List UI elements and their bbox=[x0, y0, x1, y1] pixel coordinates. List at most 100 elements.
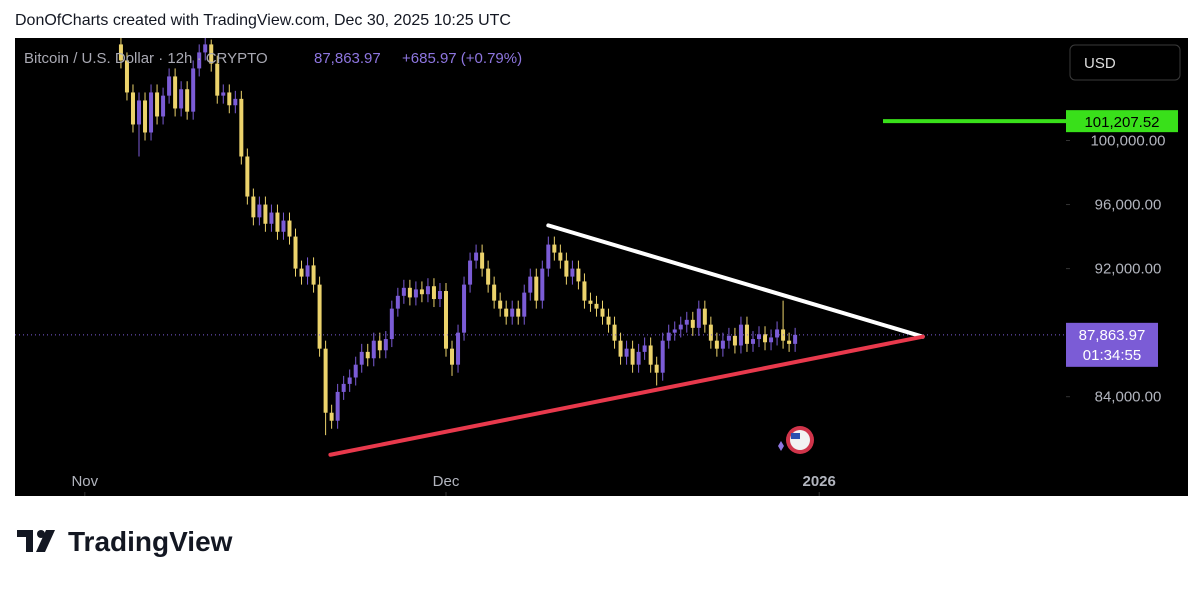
candle-body bbox=[666, 332, 671, 341]
candle-body bbox=[161, 95, 166, 117]
y-tick-label: 100,000.00 bbox=[1090, 132, 1165, 149]
candle-body bbox=[750, 339, 755, 344]
candle-body bbox=[468, 260, 473, 285]
attribution: DonOfCharts created with TradingView.com… bbox=[15, 12, 511, 29]
candle-body bbox=[492, 284, 497, 301]
symbol: Bitcoin / U.S. Dollar · 12h · CRYPTO bbox=[24, 50, 268, 67]
candle-body bbox=[173, 76, 178, 109]
candle-body bbox=[257, 204, 262, 218]
target-box bbox=[1066, 110, 1178, 133]
candle-body bbox=[305, 265, 310, 277]
candle-body bbox=[233, 98, 238, 106]
candle-body bbox=[395, 295, 400, 309]
candle-body bbox=[359, 351, 364, 365]
candle-body bbox=[534, 276, 539, 301]
candle-body bbox=[558, 252, 563, 261]
candle-body bbox=[456, 332, 461, 365]
candle-body bbox=[179, 89, 184, 109]
candle-body bbox=[564, 260, 569, 277]
candle-body bbox=[275, 212, 280, 232]
y-tick-label: 92,000.00 bbox=[1095, 261, 1162, 278]
candle-body bbox=[130, 92, 135, 125]
candle-body bbox=[431, 286, 436, 300]
candle-body bbox=[726, 335, 731, 341]
candle-body bbox=[299, 268, 304, 277]
candle-body bbox=[329, 412, 334, 421]
candle-body bbox=[353, 364, 358, 378]
candle-body bbox=[738, 324, 743, 346]
candle-body bbox=[642, 345, 647, 352]
candle-body bbox=[437, 291, 442, 300]
candle-body bbox=[654, 364, 659, 373]
last-price-label: 87,863.97 bbox=[1079, 327, 1146, 344]
candle-body bbox=[624, 348, 629, 357]
trendline bbox=[328, 334, 925, 457]
candle-body bbox=[660, 340, 665, 373]
candle-body bbox=[149, 92, 154, 133]
candle-body bbox=[239, 98, 244, 157]
candle-body bbox=[474, 252, 479, 261]
candle-body bbox=[443, 291, 448, 349]
candle-body bbox=[323, 348, 328, 413]
candle-body bbox=[588, 300, 593, 304]
legend-change: +685.97 (+0.79%) bbox=[402, 50, 522, 67]
candle-body bbox=[763, 334, 768, 343]
x-tick-label: 2026 bbox=[803, 473, 836, 490]
candle-body bbox=[365, 351, 370, 359]
candle-body bbox=[311, 265, 316, 285]
candle-body bbox=[425, 286, 430, 295]
candle-body bbox=[185, 89, 190, 112]
brand-logo bbox=[17, 530, 55, 552]
trendline bbox=[546, 223, 925, 339]
candle-body bbox=[612, 324, 617, 341]
target-label: 101,207.52 bbox=[1084, 114, 1159, 131]
candle-body bbox=[757, 334, 762, 340]
candle-body bbox=[528, 276, 533, 293]
candle-body bbox=[510, 308, 515, 317]
candle-body bbox=[281, 220, 286, 232]
candle-body bbox=[462, 284, 467, 333]
brand: TradingView bbox=[68, 526, 233, 557]
currency-button[interactable] bbox=[1069, 44, 1181, 81]
candle-body bbox=[702, 308, 707, 325]
candle-body bbox=[317, 284, 322, 349]
candle-body bbox=[167, 76, 172, 96]
candle-body bbox=[552, 244, 557, 253]
candle-body bbox=[690, 319, 695, 328]
candle-body bbox=[287, 220, 292, 237]
candle-body bbox=[124, 60, 129, 93]
candle-body bbox=[732, 335, 737, 346]
candle-body bbox=[594, 303, 599, 309]
candle-body bbox=[708, 324, 713, 341]
candle-body bbox=[269, 212, 274, 224]
candle-body bbox=[498, 300, 503, 309]
legend-price: 87,863.97 bbox=[314, 50, 381, 67]
candle-body bbox=[227, 92, 232, 106]
currency[interactable]: USD bbox=[1084, 55, 1116, 72]
candle-body bbox=[522, 292, 527, 317]
candle-body bbox=[221, 92, 226, 96]
y-tick-label: 96,000.00 bbox=[1095, 197, 1162, 214]
candle-body bbox=[570, 268, 575, 277]
candle-body bbox=[744, 324, 749, 344]
candle-body bbox=[293, 236, 298, 269]
candle-body bbox=[143, 100, 148, 133]
candle-body bbox=[413, 289, 418, 298]
candle-body bbox=[263, 204, 268, 224]
candle-body bbox=[714, 340, 719, 349]
candle-body bbox=[486, 268, 491, 285]
candle-body bbox=[197, 52, 202, 69]
candle-body bbox=[245, 156, 250, 197]
candle-body bbox=[648, 345, 653, 365]
candle-body bbox=[720, 340, 725, 349]
candle-body bbox=[389, 308, 394, 340]
candle-body bbox=[636, 351, 641, 365]
candle-body bbox=[347, 377, 352, 384]
candle-body bbox=[137, 100, 142, 125]
candle-body bbox=[516, 308, 521, 317]
candle-body bbox=[191, 68, 196, 112]
candle-body bbox=[618, 340, 623, 357]
candle-body bbox=[371, 340, 376, 359]
candle-body bbox=[775, 329, 780, 338]
candle-body bbox=[215, 63, 220, 96]
